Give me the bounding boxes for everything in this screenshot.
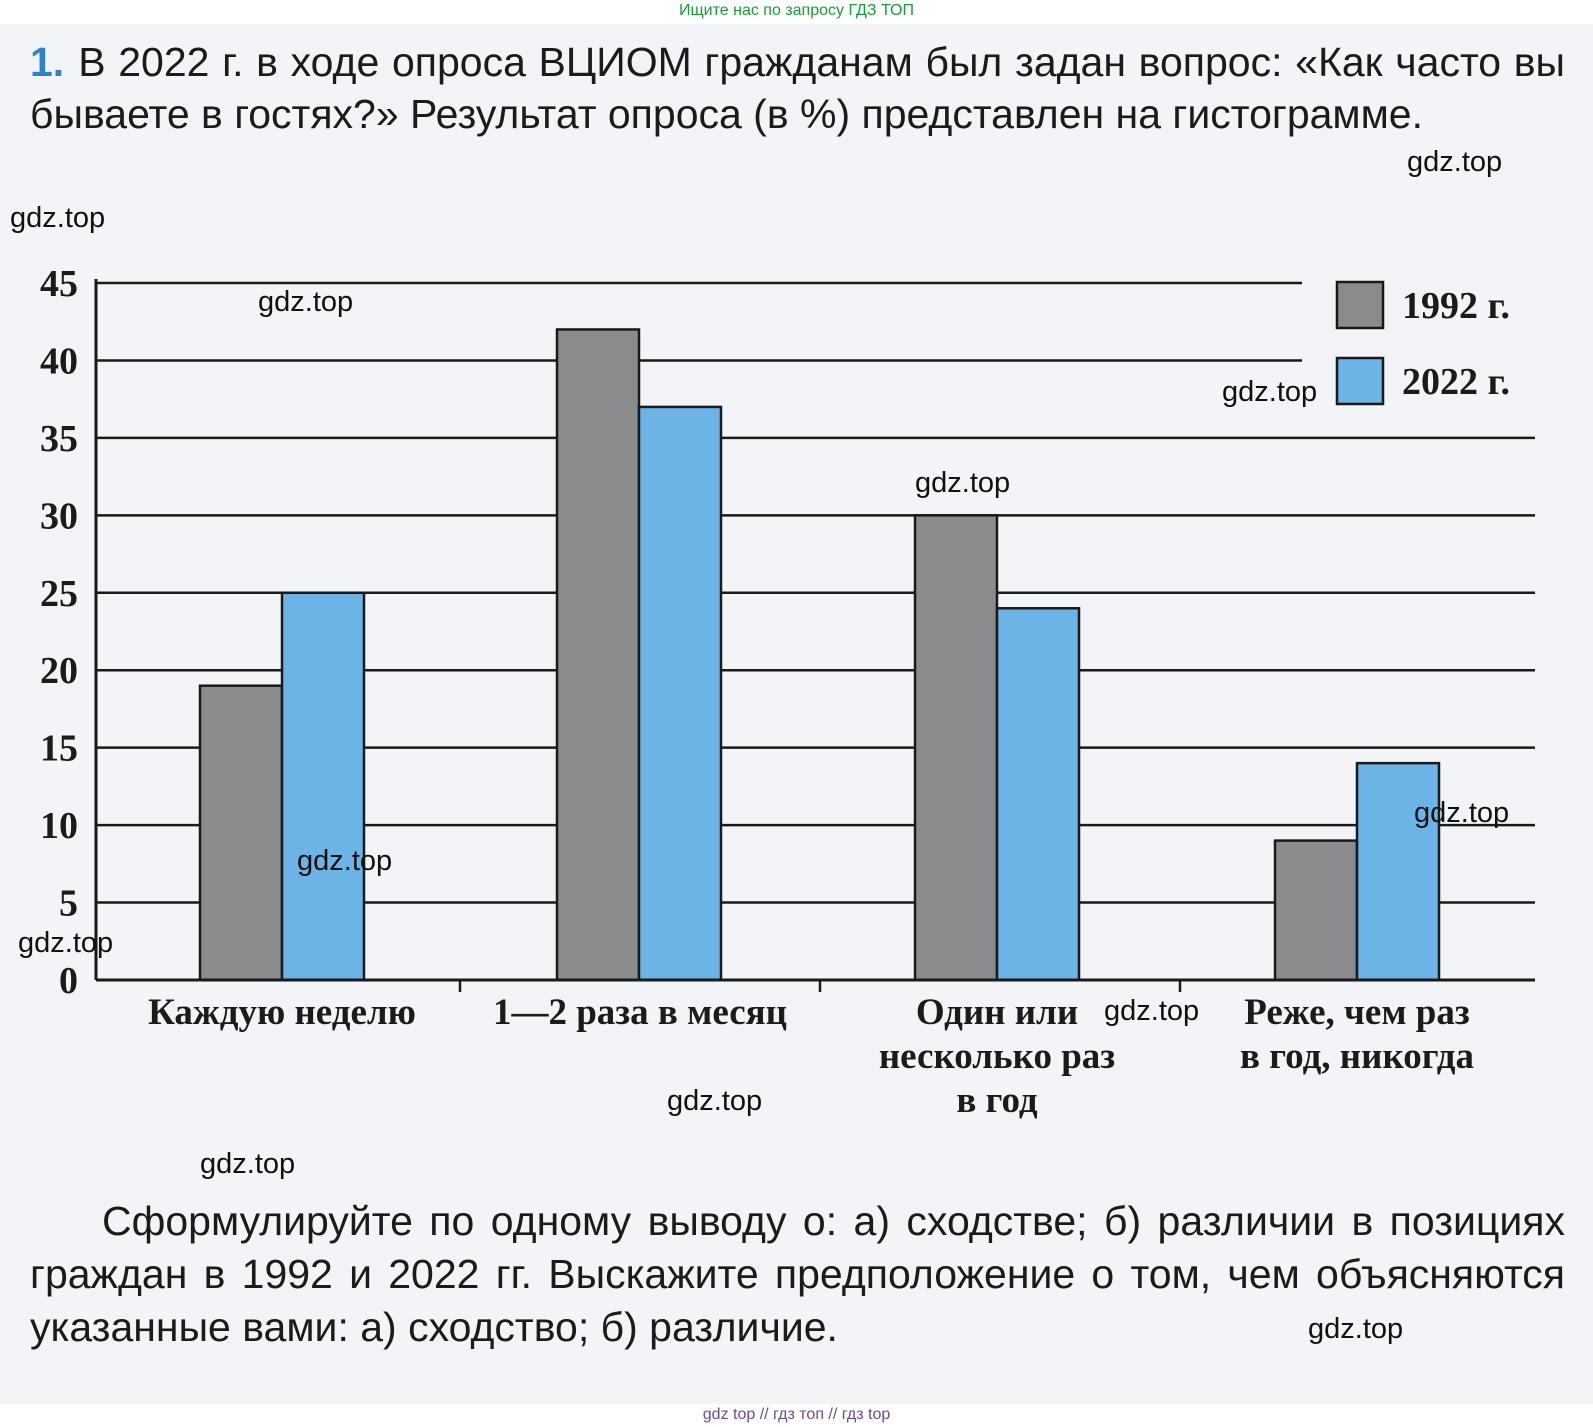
task-text: В 2022 г. в ходе опроса ВЦИОМ гражданам … xyxy=(30,39,1565,137)
watermark: gdz.top xyxy=(915,467,1011,499)
task-statement: 1. В 2022 г. в ходе опроса ВЦИОМ граждана… xyxy=(30,36,1565,140)
bar xyxy=(637,405,723,982)
legend-label: 2022 г. xyxy=(1402,361,1510,403)
bar xyxy=(1355,761,1441,982)
y-tick-label: 35 xyxy=(40,418,78,460)
legend-swatch xyxy=(1335,356,1385,406)
x-tick-label: Реже, чем раз xyxy=(1244,992,1470,1033)
bar xyxy=(1273,839,1359,982)
y-tick-label: 45 xyxy=(40,263,78,305)
bar xyxy=(913,514,999,982)
x-tick-label: Один или xyxy=(916,992,1078,1033)
y-tick-label: 25 xyxy=(40,573,78,615)
x-tick-label: 1—2 раза в месяц xyxy=(493,992,787,1033)
legend-label: 1992 г. xyxy=(1402,285,1510,327)
bar xyxy=(198,684,284,982)
y-tick-label: 30 xyxy=(40,495,78,537)
y-tick-label: 15 xyxy=(40,728,78,770)
task-number: 1. xyxy=(30,39,65,85)
watermark: gdz.top xyxy=(1104,995,1200,1027)
y-tick-label: 40 xyxy=(40,340,78,382)
bar xyxy=(555,328,641,982)
watermark: gdz.top xyxy=(1308,1313,1404,1345)
watermark: gdz.top xyxy=(258,286,354,318)
y-tick-label: 0 xyxy=(59,960,78,1002)
watermark: gdz.top xyxy=(1414,797,1510,829)
y-tick-label: 20 xyxy=(40,650,78,692)
y-tick-label: 10 xyxy=(40,805,78,847)
bar xyxy=(280,591,366,982)
watermark: gdz.top xyxy=(18,927,114,959)
watermark: gdz.top xyxy=(200,1148,296,1180)
x-tick-label: в год xyxy=(956,1080,1038,1121)
watermark: gdz.top xyxy=(297,845,393,877)
watermark: gdz.top xyxy=(1407,146,1503,178)
watermark: gdz.top xyxy=(667,1085,763,1117)
legend-swatch xyxy=(1335,280,1385,330)
bar xyxy=(995,607,1081,982)
y-tick-label: 5 xyxy=(59,883,78,925)
x-tick-label: в год, никогда xyxy=(1240,1036,1474,1077)
x-tick-label: Каждую неделю xyxy=(148,992,416,1033)
watermark: gdz.top xyxy=(10,202,106,234)
x-tick-label: несколько раз xyxy=(879,1036,1115,1077)
question-text: Сформулируйте по одному выводу о: а) схо… xyxy=(30,1198,1565,1350)
search-banner[interactable]: Ищите нас по запросу ГДЗ ТОП xyxy=(679,2,914,19)
footer-links[interactable]: gdz top // гдз топ // гдз top xyxy=(702,1406,891,1423)
watermark: gdz.top xyxy=(1222,376,1318,408)
